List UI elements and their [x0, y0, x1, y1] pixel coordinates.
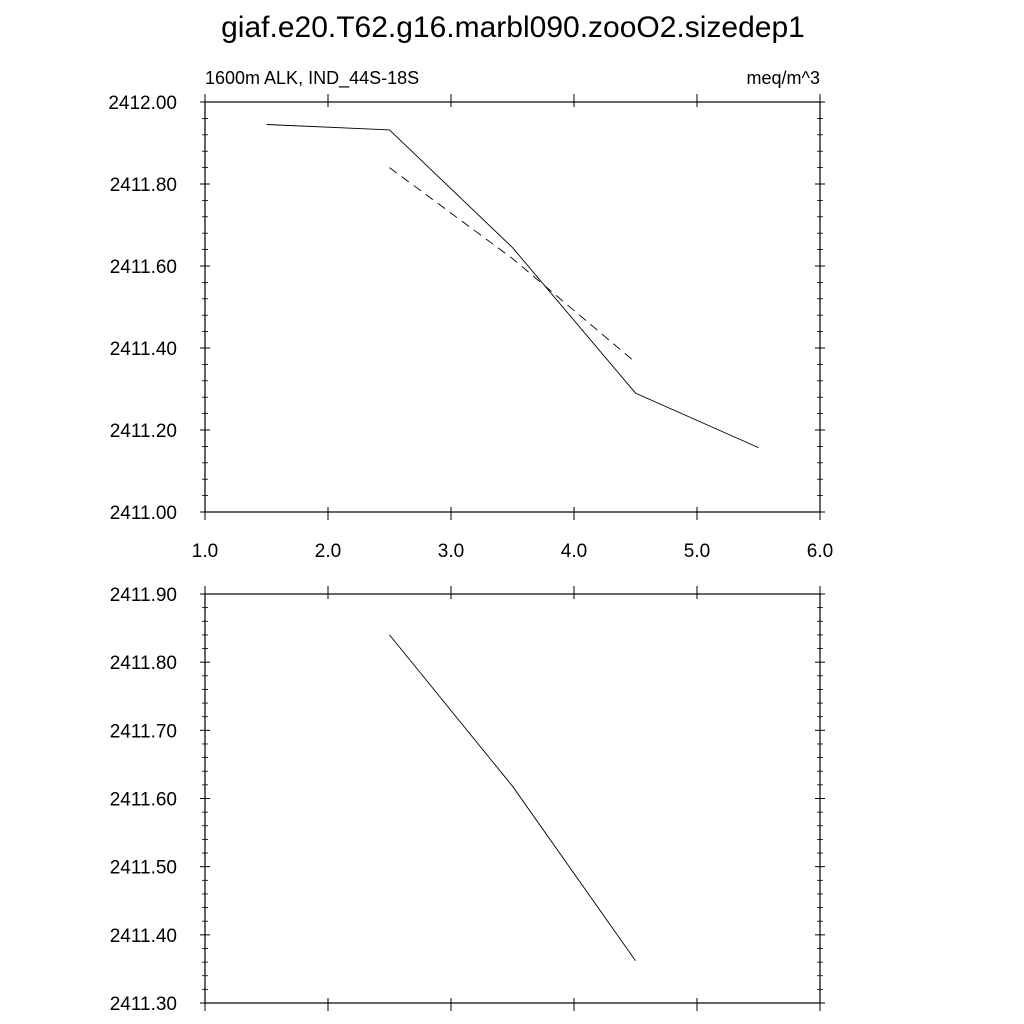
- figure-title: giaf.e20.T62.g16.marbl090.zooO2.sizedep1: [221, 11, 805, 44]
- x-tick-label: 2.0: [315, 541, 341, 562]
- panel-bottom: 2411.30 2411.40 2411.50 2411.60 2411.70 2411.…: [110, 585, 825, 1015]
- panel-top: 2411.00 2411.20 2411.40 2411.60 2411.80 2412.…: [108, 68, 833, 562]
- y-tick-label: 2411.50: [110, 858, 177, 879]
- series-line-solid: [389, 634, 636, 961]
- y-tick-label: 2411.00: [110, 503, 177, 524]
- panels-group: 2411.00 2411.20 2411.40 2411.60 2411.80 2412.…: [108, 68, 833, 1015]
- x-tick-label: 5.0: [684, 541, 710, 562]
- y-tick-label: 2411.70: [110, 721, 177, 742]
- plot-frame: [204, 101, 821, 513]
- series-line-dashed: [389, 167, 636, 363]
- plot-frame: [204, 593, 821, 1004]
- y-tick-label: 2411.40: [110, 339, 177, 360]
- panel-right-string: meq/m^3: [747, 68, 820, 88]
- y-tick-label: 2411.90: [110, 585, 177, 606]
- x-tick-label: 4.0: [561, 541, 587, 562]
- y-tick-label: 2411.40: [110, 926, 177, 947]
- y-tick-label: 2411.80: [110, 175, 177, 196]
- x-tick-label: 3.0: [438, 541, 464, 562]
- y-tick-label: 2411.60: [110, 790, 177, 811]
- y-tick-label: 2411.20: [110, 421, 177, 442]
- y-tick-label: 2411.30: [110, 994, 177, 1015]
- y-tick-label: 2412.00: [108, 93, 177, 114]
- panel-left-string: 1600m ALK, IND_44S-18S: [205, 68, 419, 89]
- x-tick-label: 1.0: [192, 541, 218, 562]
- y-tick-label: 2411.80: [110, 653, 177, 674]
- x-tick-label: 6.0: [807, 541, 833, 562]
- y-tick-label: 2411.60: [110, 257, 177, 278]
- series-line-solid: [266, 124, 759, 449]
